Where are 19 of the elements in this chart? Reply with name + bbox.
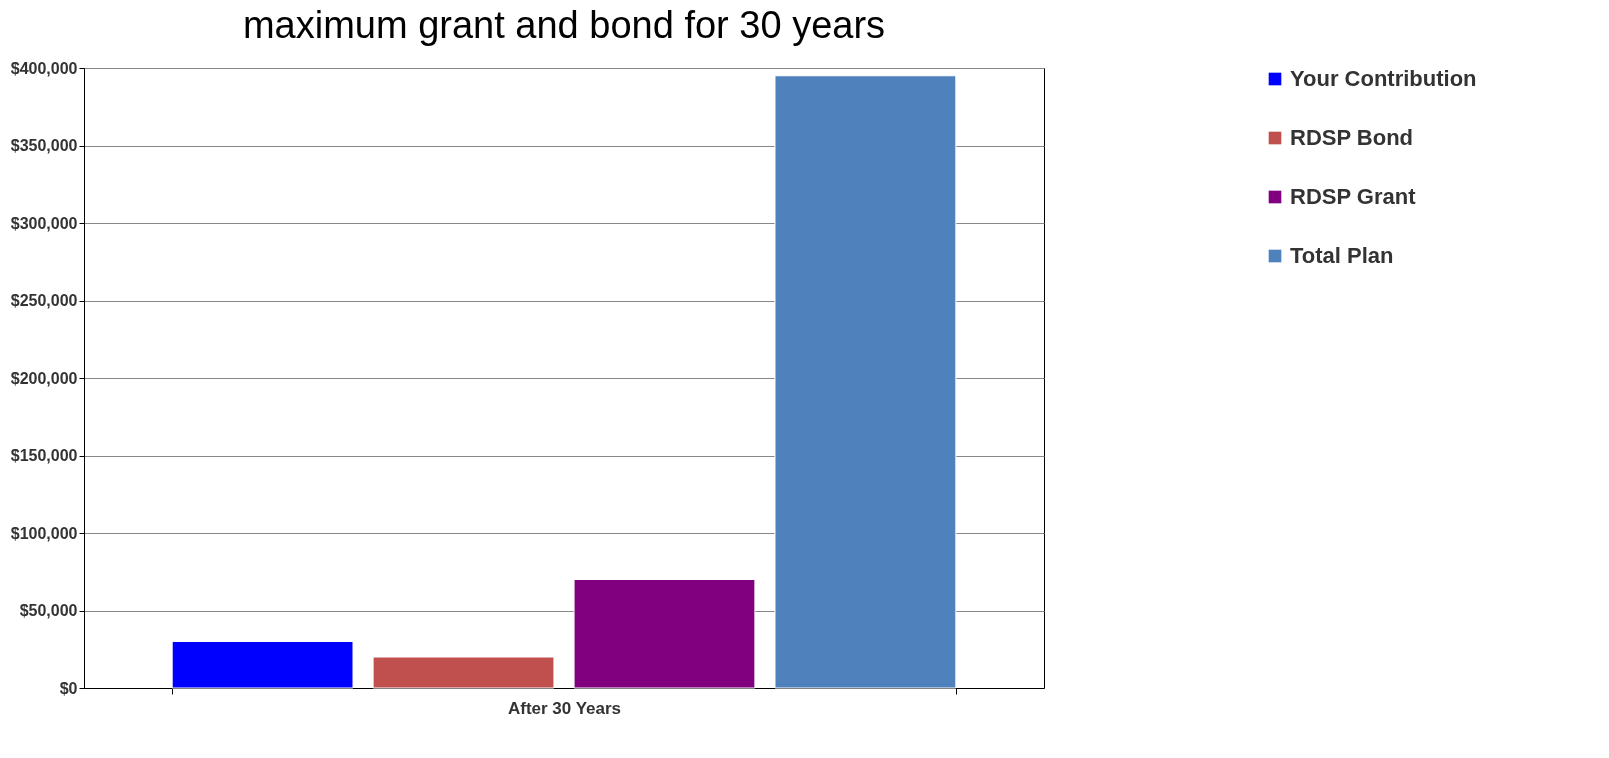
bar bbox=[573, 579, 756, 689]
y-tick-label: $350,000 bbox=[10, 137, 78, 154]
legend-label: Your Contribution bbox=[1290, 66, 1477, 91]
y-tick-label: $50,000 bbox=[19, 602, 78, 619]
y-tick-label: $0 bbox=[59, 679, 78, 697]
legend-label: RDSP Bond bbox=[1290, 125, 1414, 150]
bar bbox=[372, 656, 555, 689]
bar bbox=[774, 75, 957, 689]
y-tick-label: $250,000 bbox=[10, 292, 78, 309]
legend-label: RDSP Grant bbox=[1290, 184, 1417, 209]
legend-label: Total Plan bbox=[1290, 243, 1394, 268]
y-tick-label: $150,000 bbox=[10, 447, 78, 464]
y-tick-label: $400,000 bbox=[10, 59, 78, 77]
chart-title: maximum grant and bond for 30 years bbox=[242, 4, 886, 46]
x-tick-label: After 30 Years bbox=[507, 698, 622, 718]
y-tick-label: $200,000 bbox=[10, 369, 78, 387]
y-tick-label: $300,000 bbox=[10, 214, 78, 232]
bar bbox=[171, 641, 354, 689]
y-tick-label: $100,000 bbox=[10, 524, 78, 542]
